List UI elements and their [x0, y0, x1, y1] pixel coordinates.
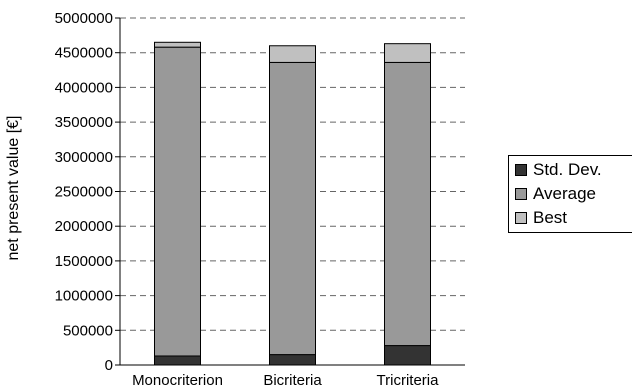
bar-segment-best	[269, 45, 316, 63]
bar-segment-best	[154, 41, 201, 48]
x-category-label: Bicriteria	[263, 372, 322, 389]
legend-label-best: Best	[533, 208, 568, 227]
legend-swatch-std-dev	[515, 164, 527, 176]
y-tick-label: 5000000	[55, 10, 113, 27]
y-tick-label: 3000000	[55, 149, 113, 166]
y-axis-label: net present value [€]	[5, 116, 22, 261]
x-category-label: Tricriteria	[377, 372, 440, 389]
x-category-labels: Monocriterion Bicriteria Tricriteria	[132, 372, 439, 389]
bar-segment-std-dev	[154, 355, 201, 366]
axes	[115, 17, 465, 366]
y-tick-labels: 0 500000 1000000 1500000 2000000 2500000 30000…	[55, 10, 113, 374]
legend-label-average: Average	[533, 184, 597, 203]
bar-segment-average	[269, 61, 316, 356]
legend-label-std-dev: Std. Dev.	[533, 160, 602, 179]
legend-item-std-dev: Std. Dev.	[515, 159, 602, 181]
bar-segment-average	[384, 61, 431, 347]
legend-item-best: Best	[515, 207, 567, 229]
y-tick-label: 1500000	[55, 253, 113, 270]
bar-segment-std-dev	[269, 354, 316, 366]
legend-swatch-best	[515, 212, 527, 224]
y-tick-label: 2000000	[55, 218, 113, 235]
legend: Std. Dev. Average Best	[508, 155, 632, 233]
legend-swatch-average	[515, 188, 527, 200]
bars	[154, 41, 431, 366]
y-tick-label: 1000000	[55, 288, 113, 305]
bar-segment-best	[384, 43, 431, 63]
bar-segment-std-dev	[384, 345, 431, 366]
bar-segment-average	[154, 46, 201, 357]
y-tick-label: 500000	[63, 322, 113, 339]
y-tick-label: 4000000	[55, 79, 113, 96]
y-tick-label: 4500000	[55, 45, 113, 62]
y-tick-label: 2500000	[55, 184, 113, 201]
legend-item-average: Average	[515, 183, 596, 205]
x-category-label: Monocriterion	[132, 372, 223, 389]
y-tick-label: 3500000	[55, 114, 113, 131]
y-tick-label: 0	[105, 357, 113, 374]
